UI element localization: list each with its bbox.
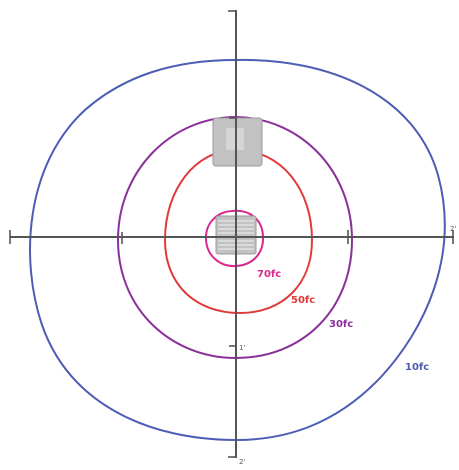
contour-label-50fc: 50fc <box>291 295 315 306</box>
contour-label-70fc: 70fc <box>257 269 281 280</box>
tick-label-bottom-end: 2' <box>239 458 245 466</box>
contour-label-10fc: 10fc <box>405 362 429 373</box>
contour-50fc <box>163 148 314 315</box>
contour-label-30fc: 30fc <box>329 319 353 330</box>
tick-label-vertical-mid: 1' <box>239 344 245 352</box>
tick-label-right-end: 2' <box>450 225 456 233</box>
